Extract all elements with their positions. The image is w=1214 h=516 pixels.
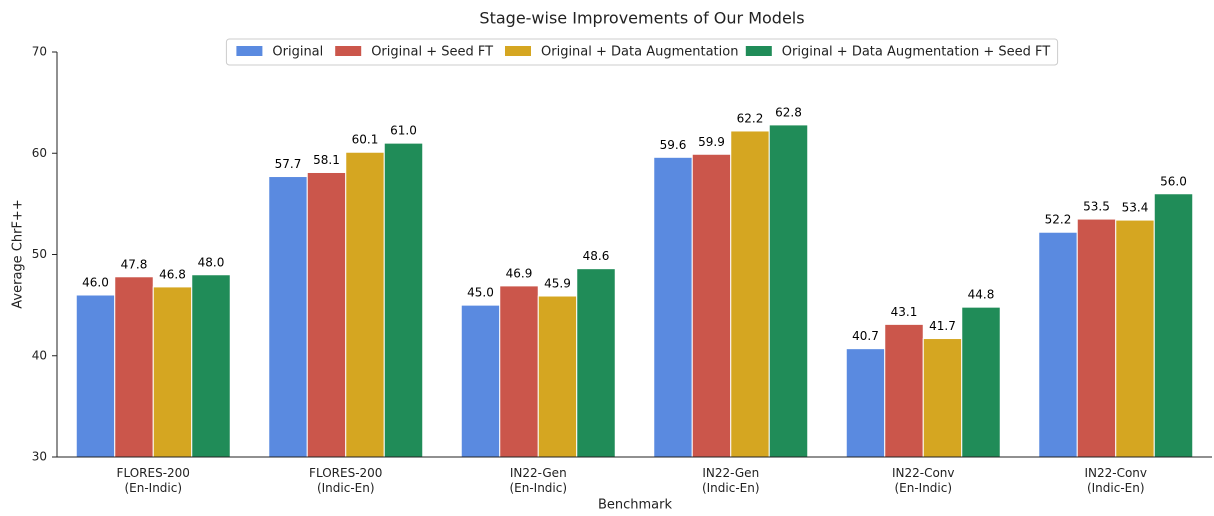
value-label: 40.7 — [852, 329, 879, 343]
legend-swatch — [236, 46, 263, 56]
bar — [345, 151, 385, 458]
bar — [884, 323, 924, 458]
x-tick-label: IN22-Conv (Indic-En) — [1084, 466, 1147, 495]
bar — [1076, 218, 1117, 458]
value-label: 41.7 — [929, 319, 956, 333]
value-label: 61.0 — [390, 124, 417, 138]
value-label: 62.2 — [737, 111, 764, 125]
legend-swatch — [745, 46, 772, 56]
value-label: 48.0 — [198, 255, 225, 269]
bar — [1038, 231, 1078, 458]
value-label: 46.0 — [82, 276, 109, 290]
legend-label: Original — [272, 45, 323, 60]
bar — [730, 130, 770, 458]
legend-box — [225, 38, 1059, 66]
value-label: 57.7 — [275, 157, 302, 171]
bar — [768, 124, 809, 458]
y-tick-label: 50 — [32, 247, 47, 261]
value-label: 56.0 — [1160, 174, 1187, 188]
y-tick-label: 30 — [32, 450, 47, 464]
value-label: 58.1 — [313, 153, 340, 167]
bar — [306, 171, 347, 458]
bar — [191, 274, 231, 458]
value-label: 53.4 — [1122, 201, 1149, 215]
bar — [152, 286, 193, 458]
x-tick-label: FLORES-200 (En-Indic) — [117, 466, 190, 495]
bar — [499, 285, 539, 458]
value-label: 45.0 — [467, 286, 494, 300]
value-label: 43.1 — [891, 305, 918, 319]
bar — [114, 276, 154, 458]
bar — [75, 294, 116, 458]
bar — [576, 268, 616, 458]
chart-title: Stage-wise Improvements of Our Models — [479, 9, 804, 28]
legend-label: Original + Seed FT — [371, 45, 493, 60]
x-tick-label: IN22-Gen (En-Indic) — [509, 466, 567, 495]
legend: Original Original + Seed FT Original + Dat… — [225, 38, 1059, 66]
legend-label: Original + Data Augmentation + Seed FT — [782, 45, 1050, 60]
x-tick-label: IN22-Gen (Indic-En) — [702, 466, 760, 495]
bar — [1115, 219, 1155, 458]
value-label: 48.6 — [583, 249, 610, 263]
value-label: 62.8 — [775, 105, 802, 119]
bar — [691, 153, 732, 458]
y-axis-label: Average ChrF++ — [11, 199, 26, 308]
bar — [383, 142, 424, 458]
legend-swatch — [335, 46, 362, 56]
value-label: 44.8 — [968, 288, 995, 302]
value-label: 47.8 — [121, 257, 148, 271]
value-label: 53.5 — [1083, 200, 1110, 214]
value-label: 59.9 — [698, 135, 725, 149]
bar — [460, 304, 501, 458]
x-axis-label: Benchmark — [598, 498, 673, 513]
legend-label: Original + Data Augmentation — [541, 45, 738, 60]
value-label: 60.1 — [352, 133, 379, 147]
y-tick-label: 60 — [32, 146, 47, 160]
value-label: 46.8 — [159, 267, 186, 281]
bar — [1153, 193, 1194, 458]
value-label: 59.6 — [660, 138, 687, 152]
bar — [845, 348, 886, 458]
value-label: 46.9 — [506, 266, 533, 280]
bar — [268, 176, 308, 458]
y-tick-label: 70 — [32, 45, 47, 59]
x-tick-label: IN22-Conv (En-Indic) — [892, 466, 955, 495]
bar — [961, 306, 1001, 458]
legend-swatch — [505, 46, 531, 56]
value-label: 52.2 — [1045, 213, 1072, 227]
bar — [922, 338, 963, 458]
y-tick-label: 40 — [32, 348, 47, 362]
x-tick-label: FLORES-200 (Indic-En) — [309, 466, 382, 495]
bar — [653, 156, 693, 458]
bar — [537, 295, 578, 458]
value-label: 45.9 — [544, 277, 571, 291]
